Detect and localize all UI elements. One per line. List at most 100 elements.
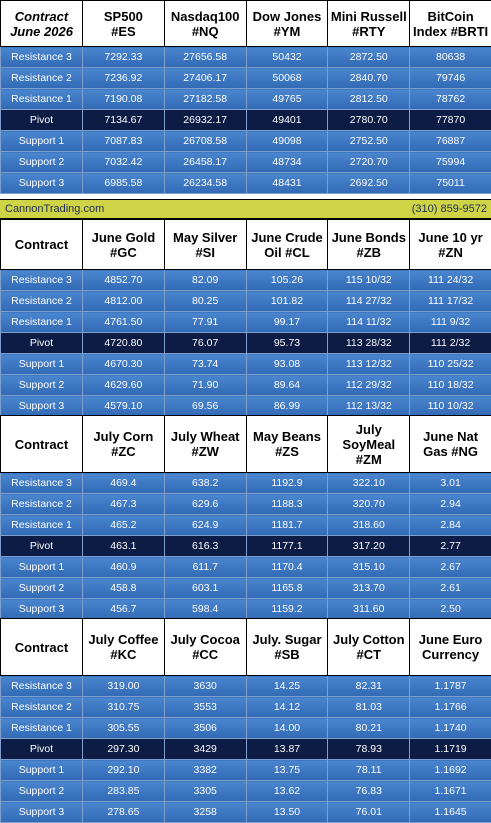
row-label: Resistance 2 <box>1 291 83 312</box>
row-label: Support 2 <box>1 578 83 599</box>
row-label: Resistance 1 <box>1 312 83 333</box>
contract-header: June Gold#GC <box>83 220 165 270</box>
level-value: 49765 <box>246 89 328 110</box>
level-value: 79746 <box>410 68 491 89</box>
level-value: 2840.70 <box>328 68 410 89</box>
row-label: Resistance 3 <box>1 676 83 697</box>
contract-symbol: #ZC <box>83 444 164 459</box>
row-label: Pivot <box>1 739 83 760</box>
contract-symbol: #ZS <box>247 444 328 459</box>
contract-label-line1: Contract <box>1 237 82 252</box>
row-label: Resistance 1 <box>1 89 83 110</box>
contract-symbol: #ES <box>83 24 164 39</box>
contract-symbol: #KC <box>83 647 164 662</box>
level-value: 283.85 <box>83 781 165 802</box>
level-value: 629.6 <box>164 494 246 515</box>
level-value: 1.1787 <box>410 676 491 697</box>
level-value: 1.1766 <box>410 697 491 718</box>
level-value: 76887 <box>410 131 491 152</box>
row-label: Resistance 1 <box>1 718 83 739</box>
level-value: 71.90 <box>164 375 246 396</box>
level-value: 81.03 <box>328 697 410 718</box>
level-value: 320.70 <box>328 494 410 515</box>
level-value: 76.07 <box>164 333 246 354</box>
level-value: 3553 <box>164 697 246 718</box>
level-value: 313.70 <box>328 578 410 599</box>
level-value: 13.75 <box>246 760 328 781</box>
level-value: 1165.8 <box>246 578 328 599</box>
contract-name: Dow Jones <box>247 9 328 24</box>
contract-symbol: Currency <box>410 647 491 662</box>
level-value: 69.56 <box>164 396 246 417</box>
level-value: 113 28/32 <box>328 333 410 354</box>
contract-symbol: #NQ <box>165 24 246 39</box>
contract-name: June 10 yr <box>410 230 491 245</box>
contract-header: June Bonds#ZB <box>328 220 410 270</box>
level-value: 50432 <box>246 47 328 68</box>
contract-name: June Bonds <box>328 230 409 245</box>
level-value: 13.87 <box>246 739 328 760</box>
contract-symbol: Oil #CL <box>247 245 328 260</box>
level-value: 76.01 <box>328 802 410 823</box>
contract-name: July Cocoa <box>165 632 246 647</box>
phone-number[interactable]: (310) 859-9572 <box>412 203 487 215</box>
level-value: 26234.58 <box>164 173 246 194</box>
level-value: 458.8 <box>83 578 165 599</box>
row-label: Support 3 <box>1 802 83 823</box>
row-label: Support 3 <box>1 173 83 194</box>
contract-name: July Wheat <box>165 429 246 444</box>
level-value: 111 9/32 <box>410 312 491 333</box>
level-value: 318.60 <box>328 515 410 536</box>
contract-label-line2: June 2026 <box>1 24 82 39</box>
level-value: 1.1645 <box>410 802 491 823</box>
contract-header: Nasdaq100#NQ <box>164 1 246 47</box>
website-link[interactable]: CannonTrading.com <box>5 203 104 215</box>
level-value: 2.67 <box>410 557 491 578</box>
level-value: 4720.80 <box>83 333 165 354</box>
level-value: 1177.1 <box>246 536 328 557</box>
level-value: 75994 <box>410 152 491 173</box>
contract-symbol: #CT <box>328 647 409 662</box>
contract-symbol: #ZW <box>165 444 246 459</box>
contract-name: July. Sugar <box>247 632 328 647</box>
level-value: 463.1 <box>83 536 165 557</box>
contract-name: BitCoin <box>410 9 491 24</box>
level-value: 7292.33 <box>83 47 165 68</box>
level-value: 111 17/32 <box>410 291 491 312</box>
level-value: 317.20 <box>328 536 410 557</box>
level-value: 7190.08 <box>83 89 165 110</box>
level-value: 1192.9 <box>246 473 328 494</box>
level-value: 111 2/32 <box>410 333 491 354</box>
level-value: 3630 <box>164 676 246 697</box>
level-value: 611.7 <box>164 557 246 578</box>
row-label: Pivot <box>1 110 83 131</box>
level-value: 297.30 <box>83 739 165 760</box>
level-value: 14.12 <box>246 697 328 718</box>
level-value: 4852.70 <box>83 270 165 291</box>
level-value: 4629.60 <box>83 375 165 396</box>
level-value: 1170.4 <box>246 557 328 578</box>
row-label: Resistance 3 <box>1 270 83 291</box>
level-value: 2872.50 <box>328 47 410 68</box>
level-value: 1181.7 <box>246 515 328 536</box>
level-value: 86.99 <box>246 396 328 417</box>
level-value: 112 13/32 <box>328 396 410 417</box>
level-value: 2.77 <box>410 536 491 557</box>
level-value: 14.00 <box>246 718 328 739</box>
